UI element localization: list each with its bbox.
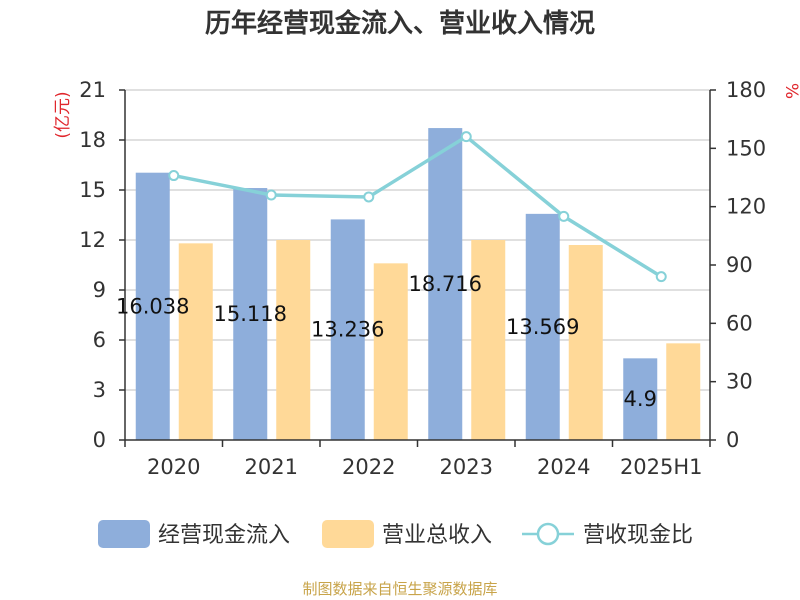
bar-revenue bbox=[471, 240, 506, 440]
legend-swatch-cash-inflow bbox=[98, 520, 150, 548]
left-tick-label: 0 bbox=[93, 428, 106, 452]
x-tick-label: 2022 bbox=[342, 455, 395, 479]
data-source: 制图数据来自恒生聚源数据库 bbox=[302, 580, 497, 598]
bar-revenue bbox=[178, 243, 213, 440]
right-tick-label: 60 bbox=[726, 311, 753, 335]
right-axis-unit: % bbox=[781, 83, 800, 99]
bars bbox=[135, 128, 701, 441]
bar-value-label: 4.9 bbox=[624, 387, 657, 411]
bar-value-label: 18.716 bbox=[409, 272, 482, 296]
left-axis-unit: (亿元) bbox=[53, 91, 73, 138]
ratio-point bbox=[363, 191, 375, 203]
bar-cash-inflow bbox=[525, 213, 560, 440]
left-tick-label: 18 bbox=[79, 128, 106, 152]
x-tick-label: 2020 bbox=[147, 455, 200, 479]
right-tick-label: 90 bbox=[726, 253, 753, 277]
bar-value-label: 15.118 bbox=[214, 302, 287, 326]
bar-cash-inflow bbox=[135, 172, 170, 440]
legend-label-cash-inflow: 经营现金流入 bbox=[158, 523, 290, 548]
right-tick-label: 30 bbox=[726, 370, 753, 394]
x-tick-label: 2025H1 bbox=[620, 455, 703, 479]
right-tick-label: 0 bbox=[726, 428, 739, 452]
bar-revenue bbox=[568, 245, 603, 440]
bar-labels: 16.038 15.118 13.236 18.716 13.569 4.9 bbox=[116, 272, 657, 411]
axes bbox=[119, 89, 716, 447]
ratio-point bbox=[168, 170, 180, 182]
left-tick-label: 3 bbox=[93, 378, 106, 402]
left-tick-label: 21 bbox=[79, 78, 106, 102]
bar-value-label: 13.569 bbox=[506, 315, 579, 339]
left-tick-label: 6 bbox=[93, 328, 106, 352]
bar-revenue bbox=[276, 240, 311, 440]
bar-revenue bbox=[666, 343, 701, 440]
bar-cash-inflow bbox=[428, 128, 463, 441]
right-tick-label: 120 bbox=[726, 195, 766, 219]
ratio-point bbox=[460, 131, 472, 143]
tick-labels: 0 3 6 9 12 15 18 21 0 30 60 90 120 150 180 2020 2021 2022… bbox=[79, 78, 766, 479]
legend-label-revenue: 营业总收入 bbox=[382, 523, 492, 548]
ratio-point bbox=[655, 271, 667, 283]
x-tick-label: 2023 bbox=[440, 455, 493, 479]
chart-title: 历年经营现金流入、营业收入情况 bbox=[205, 8, 595, 39]
bar-value-label: 13.236 bbox=[311, 318, 384, 342]
legend-swatch-revenue bbox=[322, 520, 374, 548]
x-tick-label: 2021 bbox=[245, 455, 298, 479]
ratio-point bbox=[558, 210, 570, 222]
gridlines bbox=[125, 89, 710, 391]
ratio-line-path bbox=[173, 134, 663, 279]
legend-label-ratio: 营收现金比 bbox=[583, 523, 693, 548]
bar-value-label: 16.038 bbox=[116, 294, 189, 318]
legend: 经营现金流入 营业总收入 营收现金比 bbox=[98, 520, 693, 548]
bar-revenue bbox=[373, 263, 408, 440]
right-tick-label: 150 bbox=[726, 136, 766, 160]
bar-cash-inflow bbox=[623, 358, 658, 440]
ratio-point bbox=[265, 189, 277, 201]
left-tick-label: 9 bbox=[93, 278, 106, 302]
bar-cash-inflow bbox=[330, 219, 365, 440]
left-tick-label: 12 bbox=[79, 228, 106, 252]
legend-marker-ratio bbox=[536, 522, 560, 546]
x-tick-label: 2024 bbox=[537, 455, 590, 479]
left-tick-label: 15 bbox=[79, 178, 106, 202]
bar-cash-inflow bbox=[233, 188, 268, 440]
ratio-line bbox=[168, 131, 667, 283]
right-tick-label: 180 bbox=[726, 78, 766, 102]
